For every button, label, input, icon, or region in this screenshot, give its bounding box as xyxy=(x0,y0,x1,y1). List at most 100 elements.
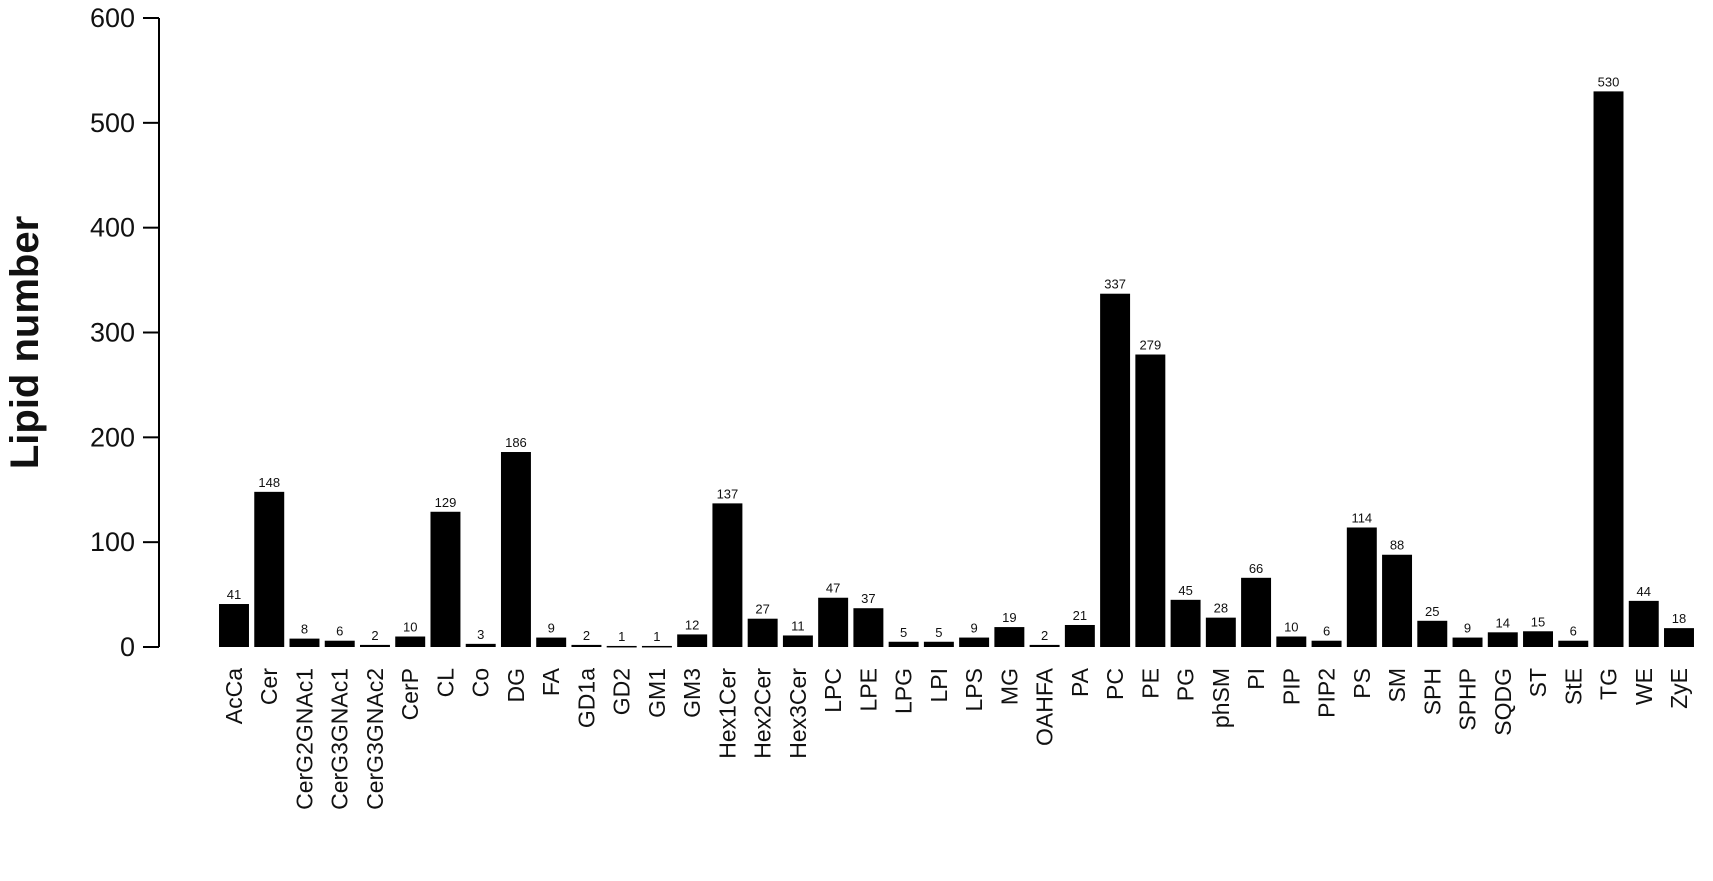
data-label-zye: 18 xyxy=(1672,611,1686,626)
data-label-lps: 9 xyxy=(971,621,978,636)
data-label-pi: 66 xyxy=(1249,561,1263,576)
x-tick-label-co: Co xyxy=(468,668,494,697)
data-label-lpi: 5 xyxy=(935,625,942,640)
x-tick-label-gm1: GM1 xyxy=(644,668,670,718)
x-tick-label-fa: FA xyxy=(538,667,564,696)
bar-sph xyxy=(1417,620,1448,647)
y-tick-label: 500 xyxy=(90,108,135,138)
bar-pa xyxy=(1064,624,1095,647)
x-tick-label-gd1a: GD1a xyxy=(573,668,599,728)
y-tick-label: 600 xyxy=(90,3,135,33)
bar-zye xyxy=(1664,628,1694,647)
data-label-pa: 21 xyxy=(1073,608,1087,623)
data-label-phsm: 28 xyxy=(1214,601,1228,616)
bar-pi xyxy=(1241,577,1272,647)
x-tick-label-lpc: LPC xyxy=(820,668,846,713)
bar-pg xyxy=(1170,599,1201,647)
bars-group xyxy=(219,91,1694,648)
bar-acca xyxy=(219,604,249,647)
x-tick-label-oahfa: OAHFA xyxy=(1032,667,1058,746)
data-label-cerg3gnac2: 2 xyxy=(371,628,378,643)
data-label-sph: 25 xyxy=(1425,604,1439,619)
bar-phsm xyxy=(1205,617,1236,647)
data-label-dg: 186 xyxy=(505,435,527,450)
x-tick-label-ste: StE xyxy=(1560,668,1586,705)
x-tick-label-phsm: phSM xyxy=(1208,668,1234,728)
x-tick-label-lpg: LPG xyxy=(891,668,917,714)
bar-fa xyxy=(536,637,567,647)
x-tick-label-st: ST xyxy=(1525,668,1551,697)
x-tick-label-sm: SM xyxy=(1384,668,1410,703)
x-tick-label-sph: SPH xyxy=(1419,668,1445,715)
x-tick-label-zye: ZyE xyxy=(1666,668,1692,709)
bar-lps xyxy=(959,637,990,647)
data-label-pip2: 6 xyxy=(1323,624,1330,639)
data-label-sm: 88 xyxy=(1390,538,1404,553)
data-label-gd2: 1 xyxy=(618,629,625,644)
data-label-cerg3gnac1: 6 xyxy=(336,624,343,639)
data-label-pip: 10 xyxy=(1284,620,1298,635)
data-label-cerg2gnac1: 8 xyxy=(301,622,308,637)
bar-mg xyxy=(994,627,1025,647)
x-tick-label-hex2cer: Hex2Cer xyxy=(750,668,776,759)
bar-st xyxy=(1523,631,1554,647)
bar-cerp xyxy=(395,636,426,647)
data-label-tg: 530 xyxy=(1598,74,1620,89)
bar-pe xyxy=(1135,354,1166,647)
bar-lpe xyxy=(853,608,884,647)
data-label-pg: 45 xyxy=(1178,583,1192,598)
x-tick-label-ps: PS xyxy=(1349,668,1375,699)
bar-cer xyxy=(254,491,285,647)
x-tick-label-cl: CL xyxy=(432,668,458,698)
bar-sqdg xyxy=(1487,632,1518,647)
x-tick-label-lpe: LPE xyxy=(855,668,881,711)
bar-sm xyxy=(1382,554,1413,647)
data-label-gm1: 1 xyxy=(653,629,660,644)
x-tick-label-cerp: CerP xyxy=(397,668,423,720)
y-tick-label: 400 xyxy=(90,213,135,243)
bar-gd1a xyxy=(571,644,602,647)
bar-cerg3gnac1 xyxy=(324,640,355,647)
x-tick-label-cer: Cer xyxy=(256,668,282,705)
x-tick-label-lps: LPS xyxy=(961,668,987,711)
data-label-hex1cer: 137 xyxy=(717,486,739,501)
data-label-gm3: 12 xyxy=(685,617,699,632)
x-tick-label-gd2: GD2 xyxy=(609,668,635,715)
bar-co xyxy=(465,643,496,647)
x-tick-label-dg: DG xyxy=(503,668,529,703)
x-tick-label-we: WE xyxy=(1631,668,1657,705)
bar-pip xyxy=(1276,636,1307,647)
data-label-hex3cer: 11 xyxy=(791,618,805,633)
x-tick-label-pip2: PIP2 xyxy=(1314,668,1340,718)
data-label-lpc: 47 xyxy=(826,581,840,596)
x-tick-label-hex1cer: Hex1Cer xyxy=(714,668,740,759)
y-tick-label: 300 xyxy=(90,318,135,348)
x-tick-label-lpi: LPI xyxy=(926,668,952,703)
bar-ste xyxy=(1558,640,1589,647)
x-tick-label-gm3: GM3 xyxy=(679,668,705,718)
x-tick-label-sphp: SPHP xyxy=(1455,668,1481,731)
data-label-we: 44 xyxy=(1637,584,1651,599)
y-tick-label: 200 xyxy=(90,422,135,452)
x-tick-label-cerg2gnac1: CerG2GNAc1 xyxy=(291,668,317,810)
bar-hex2cer xyxy=(747,618,778,647)
bar-cerg3gnac2 xyxy=(359,644,390,647)
bar-lpi xyxy=(923,641,954,647)
bar-ps xyxy=(1346,527,1377,647)
data-label-st: 15 xyxy=(1531,614,1545,629)
bar-pip2 xyxy=(1311,640,1342,647)
bar-gm3 xyxy=(677,634,708,647)
bar-cl xyxy=(430,511,461,647)
data-label-oahfa: 2 xyxy=(1041,628,1048,643)
data-label-sphp: 9 xyxy=(1464,621,1471,636)
data-label-pc: 337 xyxy=(1104,277,1126,292)
bar-cerg2gnac1 xyxy=(289,638,320,647)
x-tick-label-pe: PE xyxy=(1137,668,1163,699)
x-tick-label-mg: MG xyxy=(996,668,1022,705)
y-tick-label: 0 xyxy=(120,632,135,662)
x-tick-label-acca: AcCa xyxy=(221,668,247,724)
data-label-cl: 129 xyxy=(435,495,457,510)
x-tick-label-cerg3gnac1: CerG3GNAc1 xyxy=(327,668,353,810)
category-labels-group: AcCa Cer CerG2GNAc1 CerG3GNAc1 CerG3GNAc2 Cer… xyxy=(221,667,1692,810)
